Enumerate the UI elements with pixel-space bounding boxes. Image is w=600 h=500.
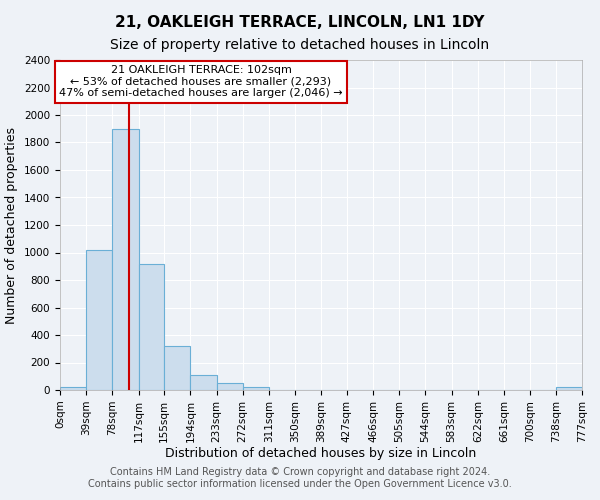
Bar (556, 387, 582, 390)
Bar (217, 383, 243, 390)
Bar (60, 387, 86, 390)
Y-axis label: Number of detached properties: Number of detached properties (5, 126, 19, 324)
Bar (86, 250, 112, 390)
Text: Size of property relative to detached houses in Lincoln: Size of property relative to detached ho… (110, 38, 490, 52)
Bar (190, 375, 217, 390)
Bar (112, 128, 139, 390)
X-axis label: Distribution of detached houses by size in Lincoln: Distribution of detached houses by size … (166, 448, 476, 460)
Text: 21 OAKLEIGH TERRACE: 102sqm
← 53% of detached houses are smaller (2,293)
47% of : 21 OAKLEIGH TERRACE: 102sqm ← 53% of det… (59, 65, 343, 98)
Bar (164, 346, 190, 390)
Bar (139, 264, 164, 390)
Text: 21, OAKLEIGH TERRACE, LINCOLN, LN1 1DY: 21, OAKLEIGH TERRACE, LINCOLN, LN1 1DY (115, 15, 485, 30)
Text: Contains HM Land Registry data © Crown copyright and database right 2024.
Contai: Contains HM Land Registry data © Crown c… (88, 468, 512, 489)
Bar (243, 387, 269, 390)
